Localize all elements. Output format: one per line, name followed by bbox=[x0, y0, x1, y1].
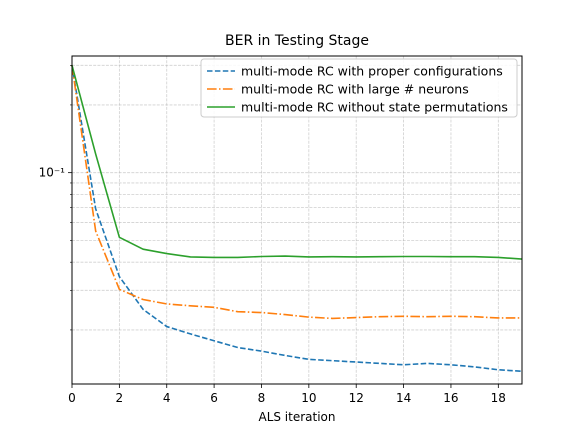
x-tick-label: 10 bbox=[301, 391, 316, 405]
legend-label-3: multi-mode RC without state permutations bbox=[241, 100, 508, 115]
x-tick-label: 18 bbox=[491, 391, 506, 405]
x-tick-label: 12 bbox=[349, 391, 364, 405]
axis-ticks: 0 2 4 6 8 10 12 14 16 18 10⁻¹ bbox=[39, 65, 506, 405]
x-tick-label: 16 bbox=[443, 391, 458, 405]
y-tick-label: 10⁻¹ bbox=[39, 166, 66, 180]
x-axis-label: ALS iteration bbox=[258, 410, 335, 424]
axes-frame bbox=[71, 55, 523, 385]
chart-title: BER in Testing Stage bbox=[225, 33, 369, 49]
series-line-2 bbox=[71, 65, 522, 320]
x-tick-label: 14 bbox=[396, 391, 411, 405]
x-tick-label: 2 bbox=[116, 391, 124, 405]
grid-lines bbox=[71, 56, 522, 384]
x-tick-label: 4 bbox=[163, 391, 171, 405]
series-line-1 bbox=[71, 65, 523, 373]
series-layer bbox=[71, 65, 523, 373]
x-tick-label: 6 bbox=[210, 391, 218, 405]
series-line-3 bbox=[71, 65, 523, 260]
legend-label-2: multi-mode RC with large # neurons bbox=[241, 82, 469, 97]
x-tick-label: 0 bbox=[68, 391, 76, 405]
legend: multi-mode RC with proper configurations… bbox=[200, 58, 518, 118]
x-tick-label: 8 bbox=[258, 391, 266, 405]
legend-box bbox=[200, 58, 518, 118]
legend-label-1: multi-mode RC with proper configurations bbox=[241, 64, 503, 79]
legend-items: multi-mode RC with proper configurations… bbox=[207, 64, 508, 115]
